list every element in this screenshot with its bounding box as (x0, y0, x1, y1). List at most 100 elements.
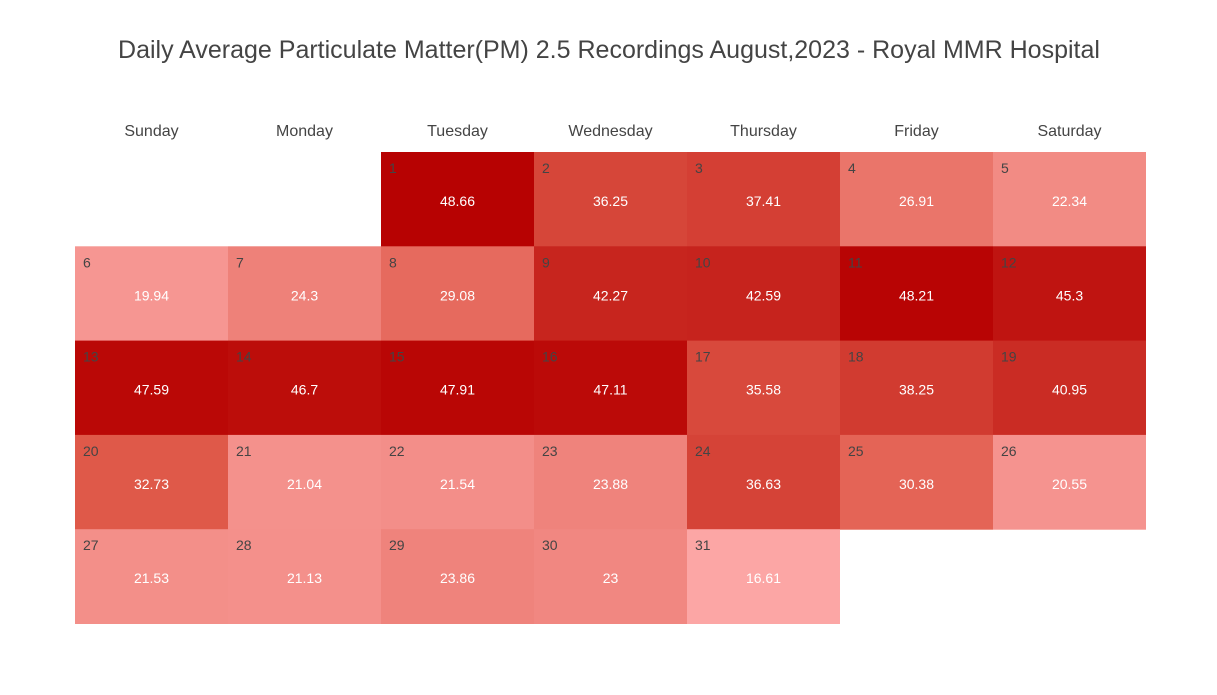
day-value: 47.11 (594, 382, 628, 398)
day-cell-rect (75, 246, 228, 342)
day-cell: 17 35.58 (687, 340, 840, 436)
day-number: 26 (1001, 443, 1017, 459)
day-value: 36.25 (593, 193, 628, 209)
day-cell-rect (228, 529, 381, 624)
day-number: 21 (236, 443, 252, 459)
day-cell-rect (993, 340, 1146, 436)
day-cell: 23 23.88 (534, 434, 687, 530)
day-value: 21.13 (287, 570, 322, 586)
day-value: 47.91 (440, 382, 475, 398)
day-number: 5 (1001, 160, 1009, 176)
day-value: 37.41 (746, 193, 781, 209)
day-cell: 30 23 (534, 529, 687, 624)
day-value: 23 (603, 570, 619, 586)
weekday-label-friday: Friday (894, 123, 938, 140)
weekday-header-row: Sunday Monday Tuesday Wednesday Thursday Frid… (124, 123, 1101, 140)
day-cell-rect (687, 529, 840, 624)
day-value: 23.88 (593, 476, 628, 492)
day-value: 24.3 (291, 287, 318, 303)
day-value: 30.38 (899, 476, 934, 492)
day-cell-rect (687, 246, 840, 342)
day-cell-rect (993, 434, 1146, 530)
day-value: 35.58 (746, 382, 781, 398)
day-value: 42.27 (593, 287, 628, 303)
day-cell: 19 40.95 (993, 340, 1146, 436)
day-cell-rect (228, 434, 381, 530)
day-number: 12 (1001, 254, 1017, 270)
day-value: 21.53 (134, 570, 169, 586)
day-number: 7 (236, 254, 244, 270)
day-number: 1 (389, 160, 397, 176)
day-cell: 13 47.59 (75, 340, 228, 436)
day-cell-rect (840, 152, 993, 247)
day-number: 13 (83, 349, 99, 365)
day-value: 21.54 (440, 476, 475, 492)
day-cell: 24 36.63 (687, 434, 840, 530)
weekday-label-tuesday: Tuesday (427, 123, 488, 140)
day-value: 36.63 (746, 476, 781, 492)
day-cell: 25 30.38 (840, 434, 993, 530)
day-value: 32.73 (134, 476, 169, 492)
day-number: 28 (236, 537, 252, 553)
day-value: 22.34 (1052, 193, 1087, 209)
day-cell-rect (993, 152, 1146, 247)
day-cell-rect (840, 340, 993, 436)
day-value: 48.21 (899, 287, 934, 303)
day-cell: 11 48.21 (840, 246, 993, 342)
day-cell-rect (534, 152, 687, 247)
weekday-label-wednesday: Wednesday (568, 123, 652, 140)
day-cell: 236.25 (534, 152, 687, 247)
day-cell: 10 42.59 (687, 246, 840, 342)
day-cell: 31 16.61 (687, 529, 840, 624)
day-number: 17 (695, 349, 711, 365)
day-number: 9 (542, 254, 550, 270)
day-cell: 22 21.54 (381, 434, 534, 530)
day-value: 38.25 (899, 382, 934, 398)
day-cell: 426.91 (840, 152, 993, 247)
day-value: 47.59 (134, 382, 169, 398)
day-cell: 829.08 (381, 246, 534, 342)
day-value: 21.04 (287, 476, 322, 492)
chart-title: Daily Average Particulate Matter(PM) 2.5… (118, 36, 1100, 64)
day-number: 3 (695, 160, 703, 176)
day-number: 11 (848, 254, 863, 270)
day-cell-rect (228, 340, 381, 436)
day-value: 26.91 (899, 193, 934, 209)
weekday-label-thursday: Thursday (730, 123, 797, 140)
day-cell-rect (381, 434, 534, 530)
day-number: 27 (83, 537, 99, 553)
day-cell-rect (687, 152, 840, 247)
day-cell-rect (228, 246, 381, 342)
day-cell-rect (381, 152, 534, 247)
day-cell: 15 47.91 (381, 340, 534, 436)
day-cell: 619.94 (75, 246, 228, 342)
day-value: 23.86 (440, 570, 475, 586)
day-cell: 14 46.7 (228, 340, 381, 436)
day-value: 42.59 (746, 287, 781, 303)
day-number: 14 (236, 349, 252, 365)
day-cell: 148.66 (381, 152, 534, 247)
day-number: 30 (542, 537, 558, 553)
day-cell-rect (75, 434, 228, 530)
day-number: 20 (83, 443, 99, 459)
day-value: 40.95 (1052, 382, 1087, 398)
day-number: 4 (848, 160, 856, 176)
day-cell: 29 23.86 (381, 529, 534, 624)
day-cell-rect (381, 529, 534, 624)
day-value: 16.61 (746, 570, 781, 586)
day-cell: 337.41 (687, 152, 840, 247)
day-number: 19 (1001, 349, 1017, 365)
day-cell-rect (840, 246, 993, 342)
day-number: 25 (848, 443, 864, 459)
day-number: 8 (389, 254, 397, 270)
day-cell-rect (534, 434, 687, 530)
day-number: 6 (83, 254, 91, 270)
day-value: 45.3 (1056, 287, 1083, 303)
day-value: 29.08 (440, 287, 475, 303)
day-cell: 18 38.25 (840, 340, 993, 436)
day-number: 23 (542, 443, 558, 459)
weekday-label-monday: Monday (276, 123, 333, 140)
day-cell-rect (381, 340, 534, 436)
day-cell: 20 32.73 (75, 434, 228, 530)
day-number: 10 (695, 254, 711, 270)
